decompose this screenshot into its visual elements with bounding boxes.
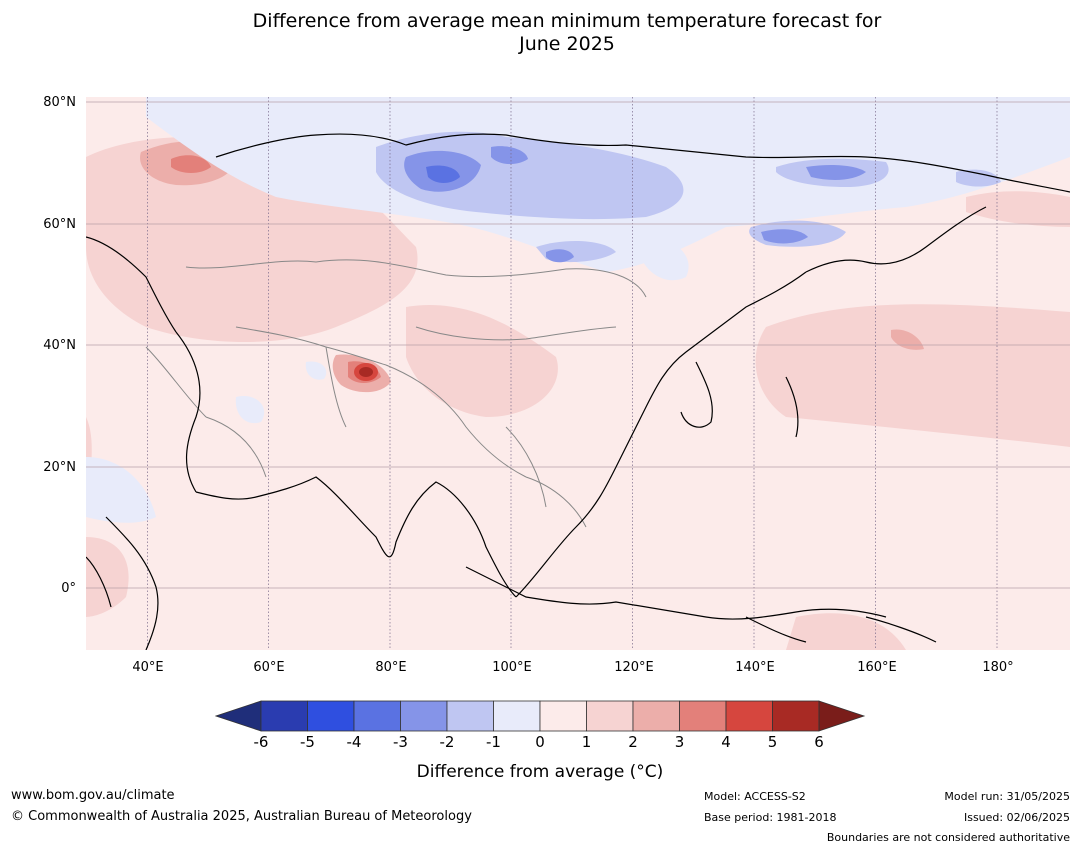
lat-label-80n: 80°N xyxy=(43,95,76,110)
title-line-1: Difference from average mean minimum tem… xyxy=(252,10,882,32)
lat-label-60n: 60°N xyxy=(43,217,76,232)
colorbar-tick-label: -6 xyxy=(253,733,269,751)
colorbar xyxy=(214,700,867,736)
base-period-text: Base period: 1981-2018 xyxy=(704,811,837,824)
parallels xyxy=(86,101,1070,589)
colorbar-box xyxy=(493,700,541,732)
colorbar-box xyxy=(679,700,727,732)
website-text: www.bom.gov.au/climate xyxy=(11,788,175,803)
colorbar-tick-label: -1 xyxy=(486,733,501,751)
colorbar-box xyxy=(772,700,820,732)
colorbar-box xyxy=(725,700,773,732)
lon-label-60e: 60°E xyxy=(253,660,285,675)
colorbar-box xyxy=(307,700,355,732)
colorbar-tick-label: 1 xyxy=(581,733,592,751)
country-borders xyxy=(145,259,647,528)
anomaly-hotspot xyxy=(354,363,378,381)
lon-label-160e: 160°E xyxy=(857,660,897,675)
lon-label-80e: 80°E xyxy=(375,660,407,675)
map-title: Difference from average mean minimum tem… xyxy=(0,10,1081,56)
colorbar-boxes xyxy=(214,700,866,732)
disclaimer-text: Boundaries are not considered authoritat… xyxy=(826,831,1070,844)
colorbar-box xyxy=(446,700,494,732)
coastlines xyxy=(86,133,1070,650)
lon-label-180: 180° xyxy=(982,660,1014,675)
meridians xyxy=(147,97,998,650)
lon-label-40e: 40°E xyxy=(132,660,164,675)
colorbar-tick-label: 3 xyxy=(674,733,685,751)
colorbar-box xyxy=(260,700,308,732)
colorbar-tick-label: 6 xyxy=(814,733,824,751)
colorbar-tick-label: -3 xyxy=(393,733,408,751)
colorbar-tick-label: -2 xyxy=(439,733,455,751)
lon-label-120e: 120°E xyxy=(614,660,654,675)
colorbar-box xyxy=(586,700,634,732)
lon-label-100e: 100°E xyxy=(492,660,532,675)
colorbar-tick-label: -5 xyxy=(300,733,315,751)
anomaly-cool-3-4 xyxy=(426,165,460,183)
copyright-text: © Commonwealth of Australia 2025, Austra… xyxy=(11,809,472,824)
colorbar-tick-label: 0 xyxy=(535,733,545,751)
colorbar-tick-label: 4 xyxy=(721,733,731,751)
anomaly-warm-1-2 xyxy=(86,137,1070,650)
lat-label-20n: 20°N xyxy=(43,460,76,475)
model-text: Model: ACCESS-S2 xyxy=(704,790,806,803)
forecast-map xyxy=(86,97,1070,650)
colorbar-box xyxy=(632,700,680,732)
colorbar-box xyxy=(400,700,448,732)
colorbar-box xyxy=(539,700,587,732)
colorbar-extend-low xyxy=(214,700,262,732)
colorbar-svg xyxy=(214,700,866,732)
model-run-text: Model run: 31/05/2025 xyxy=(944,790,1070,803)
lat-label-0: 0° xyxy=(61,581,76,596)
colorbar-tick-label: 2 xyxy=(628,733,638,751)
colorbar-tick-label: -4 xyxy=(346,733,362,751)
colorbar-label: Difference from average (°C) xyxy=(416,762,664,782)
colorbar-extend-high xyxy=(818,700,866,732)
map-svg xyxy=(86,97,1070,650)
lon-label-140e: 140°E xyxy=(735,660,775,675)
colorbar-box xyxy=(353,700,401,732)
colorbar-tick-label: 5 xyxy=(767,733,778,751)
title-line-2: June 2025 xyxy=(519,33,615,55)
issued-text: Issued: 02/06/2025 xyxy=(963,811,1070,824)
lat-label-40n: 40°N xyxy=(43,338,76,353)
